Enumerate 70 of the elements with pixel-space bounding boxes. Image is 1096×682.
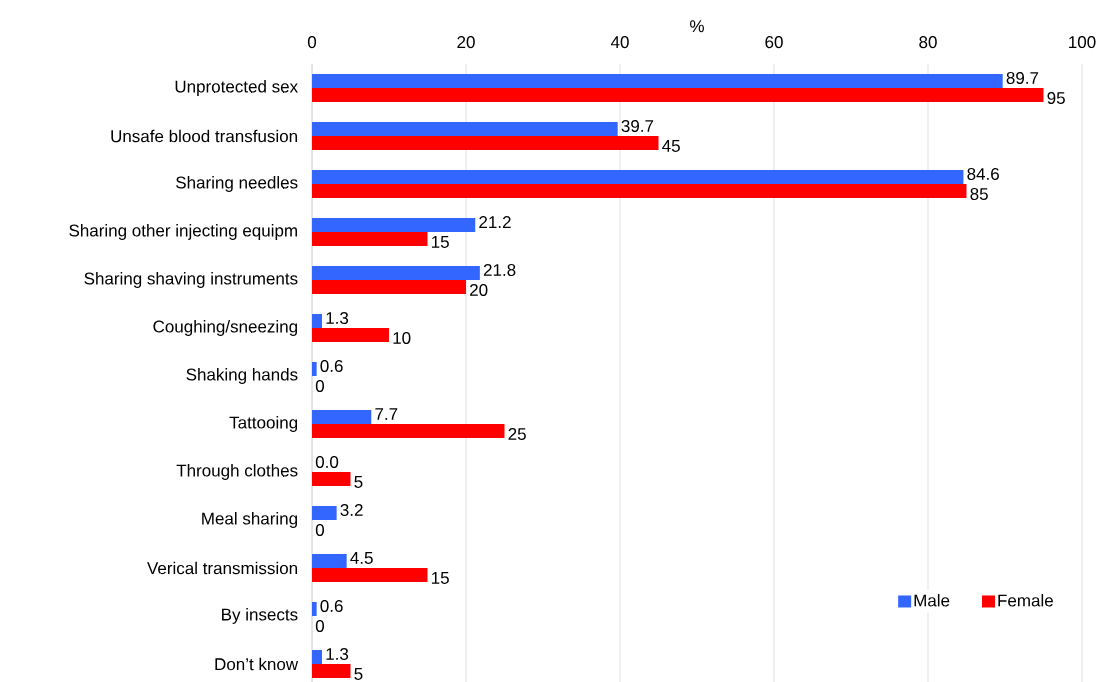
bar [312, 567, 428, 582]
bar [312, 649, 323, 664]
bar [312, 279, 466, 294]
y-tick-label: Don’t know [215, 657, 299, 671]
bar [312, 170, 964, 184]
x-tick-label: 20 [457, 36, 475, 49]
data-label: 0.6 [320, 599, 343, 613]
data-label: 0 [315, 379, 324, 393]
data-label: 84.6 [967, 167, 999, 181]
bar [312, 122, 618, 136]
x-tick-label: 80 [919, 36, 937, 49]
x-tick-label: 100 [1069, 36, 1096, 49]
data-label: 0 [315, 523, 324, 537]
bar [312, 136, 659, 150]
data-label: 21.2 [479, 216, 511, 228]
data-label: 20 [470, 283, 488, 297]
bar [312, 409, 372, 424]
data-label: 15 [432, 236, 449, 248]
bar [312, 87, 1044, 102]
y-tick-label: Unprotected sex [175, 80, 298, 96]
bar [312, 601, 317, 616]
bar [312, 423, 505, 438]
y-tick-label: Sharing other injecting equipm [69, 224, 297, 240]
y-tick-label: Through clothes [176, 464, 298, 480]
legend-label: Male [914, 594, 950, 607]
data-label: 0.6 [320, 359, 343, 373]
bar [312, 231, 428, 246]
data-label: 39.7 [621, 119, 654, 133]
data-label: 95 [1047, 91, 1065, 105]
bar [312, 184, 967, 198]
bar [312, 217, 476, 232]
data-label: 21.8 [483, 263, 516, 277]
data-label: 7.7 [375, 408, 398, 420]
bar [312, 663, 351, 678]
data-label: 45 [662, 140, 680, 152]
data-label: 25 [508, 427, 526, 441]
bar [312, 505, 337, 520]
bar [312, 553, 347, 568]
x-tick-label: 0 [307, 36, 317, 49]
y-tick-label: Tattooing [229, 416, 298, 432]
y-tick-label: Sharing needles [176, 176, 298, 192]
data-label: 3.2 [340, 503, 363, 517]
y-tick-label: By insects [222, 608, 298, 624]
y-tick-label: Shaking hands [186, 368, 298, 384]
y-tick-label: Meal sharing [202, 512, 298, 528]
bar [312, 313, 323, 328]
data-label: 85 [970, 187, 988, 201]
y-tick-label: Sharing shaving instruments [84, 272, 298, 288]
data-label: 1.3 [326, 647, 349, 661]
y-tick-label: Verical transmission [147, 561, 297, 575]
bar [312, 471, 351, 486]
y-tick-label: Unsafe blood transfusion [111, 129, 297, 143]
bar [312, 361, 317, 376]
data-label: 4.5 [350, 552, 373, 564]
x-tick-label: 40 [610, 36, 629, 49]
data-label: 0 [315, 619, 324, 633]
data-label: 15 [432, 572, 449, 584]
x-axis-title: % [690, 20, 704, 33]
data-label: 89.7 [1006, 71, 1039, 85]
data-label: 1.3 [326, 311, 349, 325]
bar [312, 328, 389, 342]
data-label: 0.0 [315, 455, 339, 469]
y-tick-label: Coughing/sneezing [153, 320, 298, 336]
bar [312, 266, 480, 280]
data-label: 5 [354, 668, 363, 680]
bar [312, 74, 1003, 88]
x-tick-label: 60 [765, 36, 783, 49]
data-label: 5 [354, 476, 363, 488]
legend-label: Female [998, 594, 1053, 607]
data-label: 10 [393, 331, 411, 345]
